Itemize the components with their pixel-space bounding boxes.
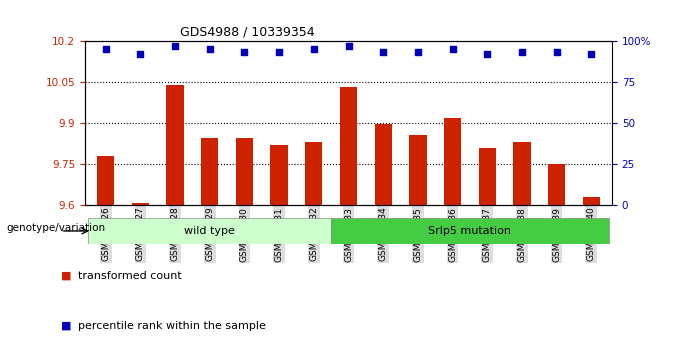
Text: ■: ■ [61, 271, 71, 281]
Text: transformed count: transformed count [78, 271, 182, 281]
Point [101, 46, 112, 52]
Bar [409, 135, 426, 205]
Point [274, 50, 285, 55]
Text: genotype/variation: genotype/variation [7, 223, 106, 233]
Bar [167, 85, 184, 205]
Bar [97, 156, 114, 205]
Text: Srlp5 mutation: Srlp5 mutation [428, 226, 511, 236]
Text: GDS4988 / 10339354: GDS4988 / 10339354 [180, 25, 314, 38]
Point [343, 43, 354, 48]
Point [239, 50, 250, 55]
Point [309, 46, 320, 52]
Bar [331, 218, 609, 244]
Bar [201, 138, 218, 205]
Bar [444, 118, 461, 205]
Point [516, 50, 527, 55]
Text: ■: ■ [61, 321, 71, 331]
Point [135, 51, 146, 57]
Point [551, 50, 562, 55]
Bar [88, 218, 331, 244]
Bar [583, 197, 600, 205]
Bar [236, 138, 253, 205]
Text: percentile rank within the sample: percentile rank within the sample [78, 321, 266, 331]
Bar [305, 142, 322, 205]
Bar [340, 87, 357, 205]
Point [585, 51, 596, 57]
Point [377, 50, 388, 55]
Bar [271, 145, 288, 205]
Bar [513, 142, 530, 205]
Point [205, 46, 216, 52]
Point [412, 50, 423, 55]
Bar [132, 202, 149, 205]
Bar [375, 124, 392, 205]
Point [447, 46, 458, 52]
Bar [479, 148, 496, 205]
Text: wild type: wild type [184, 226, 235, 236]
Bar [548, 164, 565, 205]
Point [481, 51, 492, 57]
Point [170, 43, 181, 48]
